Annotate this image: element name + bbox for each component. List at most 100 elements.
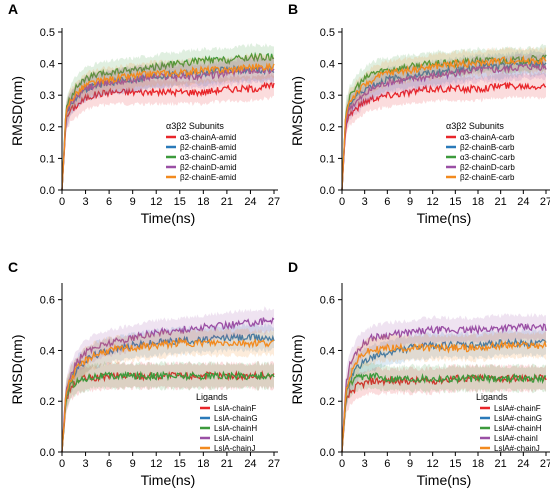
panel-d: D 0 3 6 9 12 15 18 21 24 27 0.0 0.2 0.4 0.6 Time(ns) RMS… <box>288 259 550 488</box>
legend-item: β2-chainB-carb <box>460 143 515 152</box>
legend-item: LslA#-chainG <box>494 414 542 423</box>
x-tick-label: 6 <box>384 458 390 470</box>
band-β2-chainE-amid <box>62 52 274 190</box>
y-axis-label: RMSD(nm) <box>9 76 25 146</box>
panel-a: A 0 3 6 9 12 15 18 21 24 27 0.0 0.1 0.2 0.3 0.4 0.5 Time(… <box>8 1 280 226</box>
legend-item: LslA-chainG <box>214 414 258 423</box>
legend-item: β2-chainE-carb <box>460 173 515 182</box>
y-axis-label: RMSD(nm) <box>289 76 305 146</box>
legend: α3β2 Subunits α3-chainA-amidβ2-chainB-ami… <box>166 121 237 182</box>
legend-item: α3-chainA-amid <box>180 133 236 142</box>
x-tick-label: 15 <box>449 196 461 208</box>
series-line-β2-chainD-carb <box>341 62 547 191</box>
x-tick-label: 6 <box>106 458 112 470</box>
y-tick-label: 0.4 <box>320 59 335 71</box>
x-tick-label: 0 <box>339 458 345 470</box>
series-line-α3-chainA-carb <box>341 81 547 191</box>
x-tick-label: 9 <box>407 458 413 470</box>
x-tick-label: 6 <box>106 196 112 208</box>
x-tick-label: 9 <box>130 196 136 208</box>
x-tick-label: 6 <box>384 196 390 208</box>
y-tick-label: 0.2 <box>40 122 55 134</box>
x-axis-label: Time(ns) <box>141 472 196 488</box>
series-line-LslA#-chainH <box>341 372 547 453</box>
x-tick-label: 24 <box>244 196 256 208</box>
band-α3-chainA-amid <box>62 72 274 190</box>
legend-item: α3-chainC-amid <box>180 153 237 162</box>
series-line-β2-chainB-carb <box>341 59 547 191</box>
x-tick-label: 0 <box>59 458 65 470</box>
band-β2-chainD-carb <box>342 53 546 190</box>
legend: Ligands LslA-chainFLslA-chainGLslA-chainH… <box>196 392 258 453</box>
legend-title: α3β2 Subunits <box>166 121 224 131</box>
y-tick-label: 0.5 <box>40 27 55 39</box>
y-tick-label: 0.2 <box>40 396 55 408</box>
legend-item: α3-chainA-carb <box>460 133 515 142</box>
legend-title: Ligands <box>476 392 508 402</box>
x-tick-label: 12 <box>150 458 162 470</box>
panel-label: B <box>288 1 298 17</box>
x-tick-label: 9 <box>130 458 136 470</box>
series-line-β2-chainB-amid <box>61 64 275 191</box>
panel-label: A <box>8 1 18 17</box>
series-line-α3-chainC-amid <box>61 51 275 191</box>
band-β2-chainD-amid <box>62 55 274 190</box>
band-LslA-chainF <box>62 361 274 452</box>
y-tick-label: 0.4 <box>40 345 55 357</box>
series-line-LslA-chainI <box>61 317 275 453</box>
y-tick-label: 0.3 <box>40 90 55 102</box>
y-tick-label: 0.1 <box>40 153 55 165</box>
y-tick-label: 0.5 <box>320 27 335 39</box>
legend-item: β2-chainD-amid <box>180 163 237 172</box>
band-β2-chainB-carb <box>342 49 546 190</box>
x-tick-label: 15 <box>449 458 461 470</box>
x-tick-label: 21 <box>495 458 507 470</box>
legend-title: α3β2 Subunits <box>446 121 504 131</box>
series-line-LslA-chainH <box>61 370 275 453</box>
legend-item: β2-chainB-amid <box>180 143 236 152</box>
x-tick-label: 21 <box>221 196 233 208</box>
y-tick-label: 0.4 <box>320 345 335 357</box>
y-tick-label: 0.4 <box>40 59 55 71</box>
band-LslA-chainH <box>62 361 274 452</box>
legend-item: LslA#-chainF <box>494 404 541 413</box>
series-line-LslA#-chainI <box>341 322 547 453</box>
band-LslA#-chainF <box>342 363 546 452</box>
x-tick-label: 0 <box>339 196 345 208</box>
x-tick-label: 24 <box>517 196 529 208</box>
x-tick-label: 15 <box>174 458 186 470</box>
legend-item: LslA#-chainJ <box>494 444 540 453</box>
series-line-α3-chainA-amid <box>61 81 275 191</box>
y-tick-label: 0.2 <box>320 122 335 134</box>
y-tick-label: 0.2 <box>320 396 335 408</box>
x-tick-label: 18 <box>472 196 484 208</box>
legend-item: β2-chainD-carb <box>460 163 515 172</box>
y-tick-label: 0.0 <box>320 185 335 197</box>
x-tick-label: 3 <box>362 196 368 208</box>
series-line-LslA#-chainJ <box>341 339 547 453</box>
band-α3-chainA-carb <box>342 71 546 190</box>
y-tick-label: 0.6 <box>320 295 335 307</box>
band-LslA-chainJ <box>62 328 274 452</box>
x-tick-label: 3 <box>362 458 368 470</box>
x-tick-label: 0 <box>59 196 65 208</box>
x-tick-label: 12 <box>427 458 439 470</box>
legend-item: β2-chainE-amid <box>180 173 236 182</box>
series-line-β2-chainD-amid <box>61 66 275 191</box>
legend-item: LslA-chainH <box>214 424 257 433</box>
y-axis-label: RMSD(nm) <box>9 335 25 405</box>
y-tick-label: 0.3 <box>320 90 335 102</box>
x-tick-label: 15 <box>174 196 186 208</box>
panel-label: C <box>8 259 18 275</box>
y-axis-label: RMSD(nm) <box>289 335 305 405</box>
band-LslA-chainI <box>62 306 274 452</box>
x-tick-label: 27 <box>540 196 550 208</box>
x-axis-label: Time(ns) <box>417 210 472 226</box>
band-β2-chainB-amid <box>62 55 274 191</box>
legend-item: LslA#-chainI <box>494 434 538 443</box>
band-LslA-chainG <box>62 323 274 452</box>
x-tick-label: 21 <box>495 196 507 208</box>
x-tick-label: 24 <box>244 458 256 470</box>
